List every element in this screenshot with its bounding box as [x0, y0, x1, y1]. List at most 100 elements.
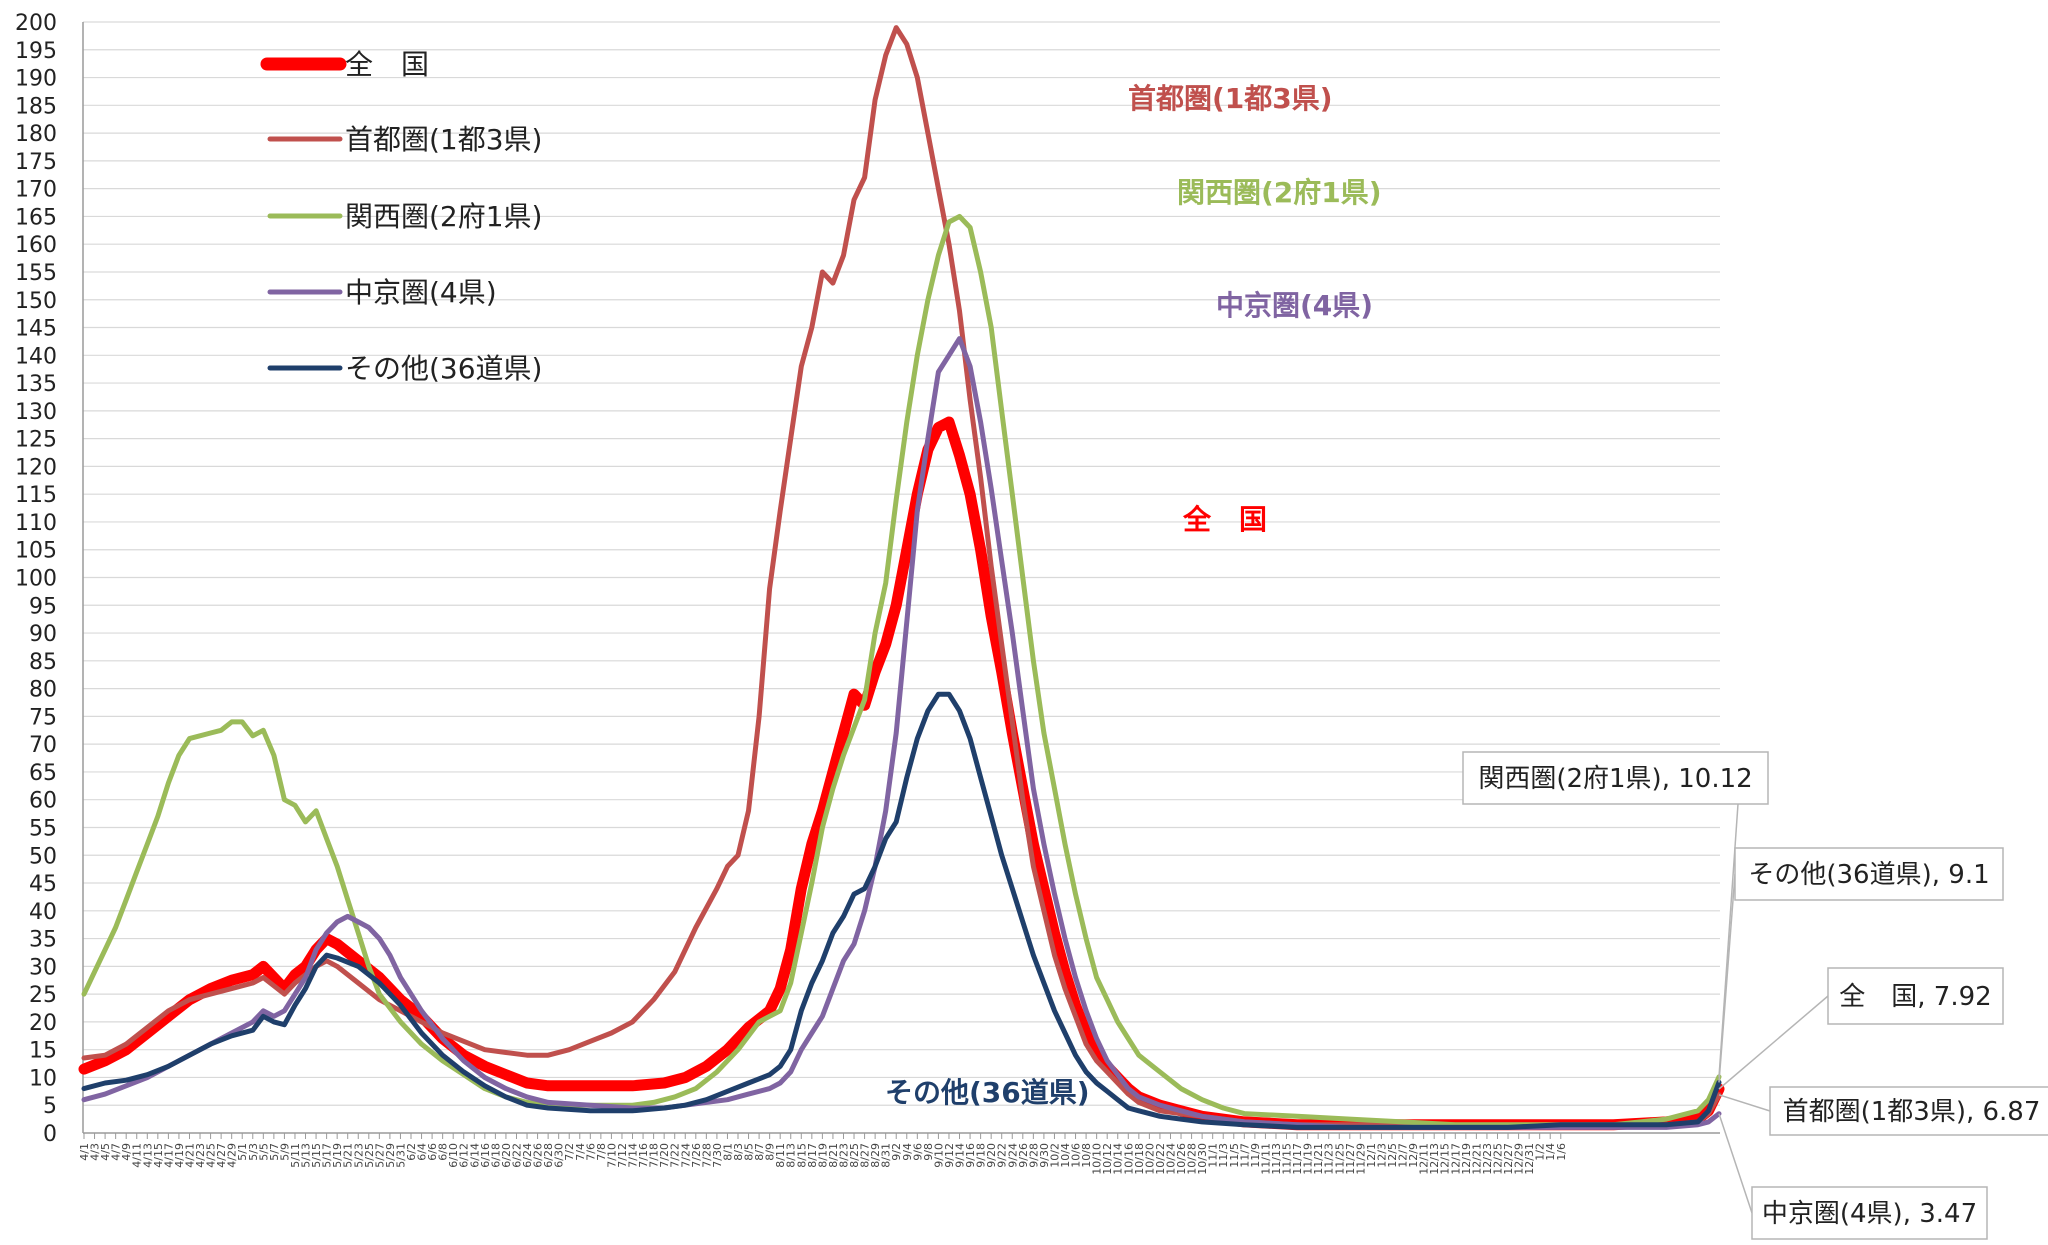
x-tick-label: 5/11 — [289, 1143, 302, 1168]
x-tick-label: 12/11 — [1418, 1143, 1431, 1175]
x-tick-label: 5/25 — [363, 1143, 376, 1168]
y-tick-label: 0 — [43, 1122, 57, 1147]
x-tick-label: 8/1 — [721, 1143, 734, 1161]
y-tick-label: 170 — [15, 178, 57, 203]
callout-label: 全 国, 7.92 — [1839, 982, 1991, 1012]
y-tick-label: 90 — [29, 622, 57, 647]
x-tick-label: 9/22 — [996, 1143, 1009, 1168]
x-tick-label: 10/18 — [1133, 1143, 1146, 1175]
x-tick-label: 9/30 — [1038, 1143, 1051, 1168]
x-tick-label: 10/10 — [1091, 1143, 1104, 1175]
y-tick-label: 105 — [15, 539, 57, 564]
callout-box — [1734, 847, 2004, 901]
y-tick-label: 175 — [15, 150, 57, 175]
callout-box — [1769, 1086, 2048, 1136]
x-tick-label: 9/28 — [1027, 1143, 1040, 1168]
annotation-kansai: 関西圏(2府1県) — [1177, 176, 1382, 209]
x-tick-label: 12/13 — [1428, 1143, 1441, 1175]
x-tick-label: 7/28 — [700, 1143, 713, 1168]
y-tick-label: 5 — [43, 1094, 57, 1119]
series-line-3 — [81, 336, 1722, 1130]
callout-layer: 関西圏(2府1県), 10.12 その他(36道県), 9.1 全 国, 7.92 首… — [1462, 751, 2048, 1240]
x-tick-label: 6/8 — [437, 1143, 450, 1161]
y-tick-label: 80 — [29, 678, 57, 703]
y-tick-label: 85 — [29, 650, 57, 675]
x-tick-label: 1/2 — [1534, 1143, 1547, 1161]
x-tick-label: 10/8 — [1080, 1143, 1093, 1168]
x-tick-label: 9/20 — [985, 1143, 998, 1168]
x-tick-label: 6/22 — [510, 1143, 523, 1168]
x-tick-label: 4/27 — [215, 1143, 228, 1168]
y-tick-label: 120 — [15, 455, 57, 480]
callout-label: その他(36道県), 9.1 — [1748, 860, 1989, 890]
x-tick-label: 6/26 — [532, 1143, 545, 1168]
x-tick-label: 5/7 — [268, 1143, 281, 1161]
y-tick-label: 100 — [15, 567, 57, 592]
x-tick-label: 10/6 — [1070, 1143, 1083, 1168]
y-tick-label: 10 — [29, 1066, 57, 1091]
y-tick-label: 15 — [29, 1039, 57, 1064]
x-tick-label: 4/15 — [152, 1143, 165, 1168]
x-tick-label: 10/2 — [1048, 1143, 1061, 1168]
series-line-2 — [81, 213, 1722, 1128]
x-tick-label: 11/5 — [1228, 1143, 1241, 1168]
x-tick-label: 4/23 — [194, 1143, 207, 1168]
x-tick-label: 11/13 — [1270, 1143, 1283, 1175]
x-tick-label: 10/24 — [1164, 1143, 1177, 1175]
x-tick-label: 9/24 — [1006, 1143, 1019, 1168]
x-tick-label: 9/12 — [943, 1143, 956, 1168]
x-tick-label: 6/4 — [416, 1143, 429, 1161]
x-tick-label: 8/11 — [774, 1143, 787, 1168]
series-annotations: 首都圏(1都3県) 関西圏(2府1県) 中京圏(4県) 全 国 その他(36道県… — [885, 82, 1382, 1109]
x-tick-label: 4/7 — [110, 1143, 123, 1161]
x-tick-label: 12/17 — [1449, 1143, 1462, 1175]
x-tick-label: 10/22 — [1154, 1143, 1167, 1175]
legend-item-chukyo: 中京圏(4県) — [267, 276, 497, 309]
x-tick-label: 11/27 — [1344, 1143, 1357, 1175]
x-tick-label: 10/30 — [1196, 1143, 1209, 1175]
x-tick-label: 7/14 — [627, 1143, 640, 1168]
y-tick-label: 140 — [15, 344, 57, 369]
y-tick-label: 190 — [15, 67, 57, 92]
callout-box — [1827, 967, 2004, 1025]
x-tick-label: 7/26 — [690, 1143, 703, 1168]
x-tick-label: 5/21 — [342, 1143, 355, 1168]
callout-leader — [1718, 873, 1736, 1083]
x-tick-label: 12/31 — [1523, 1143, 1536, 1175]
x-tick-label: 6/14 — [468, 1143, 481, 1168]
x-tick-label: 5/3 — [247, 1143, 260, 1161]
x-tick-label: 12/21 — [1470, 1143, 1483, 1175]
y-tick-label: 145 — [15, 317, 57, 342]
data-callout: その他(36道県), 9.1 — [1718, 847, 2004, 1083]
legend: 全 国 首都圏(1都3県) 関西圏(2府1県) 中京圏(4県) その他(36道県… — [260, 48, 542, 385]
x-tick-label: 9/14 — [954, 1143, 967, 1168]
y-tick-label: 95 — [29, 594, 57, 619]
x-tick-label: 8/19 — [816, 1143, 829, 1168]
legend-item-other: その他(36道県) — [267, 352, 542, 385]
x-tick-label: 8/25 — [848, 1143, 861, 1168]
x-tick-label: 8/17 — [806, 1143, 819, 1168]
y-tick-label: 150 — [15, 289, 57, 314]
legend-item-shutoken: 首都圏(1都3県) — [267, 123, 542, 156]
data-callout: 中京圏(4県), 3.47 — [1718, 1113, 1988, 1240]
callout-label: 関西圏(2府1県), 10.12 — [1478, 764, 1752, 794]
x-tick-label: 7/20 — [658, 1143, 671, 1168]
x-tick-label: 4/13 — [141, 1143, 154, 1168]
y-tick-label: 70 — [29, 733, 57, 758]
x-tick-label: 5/23 — [352, 1143, 365, 1168]
y-tick-label: 30 — [29, 955, 57, 980]
callout-label: 中京圏(4県), 3.47 — [1762, 1199, 1977, 1229]
x-tick-label: 7/6 — [584, 1143, 597, 1161]
x-tick-label: 5/19 — [331, 1143, 344, 1168]
x-tick-label: 4/3 — [89, 1143, 102, 1161]
x-tick-label: 4/9 — [120, 1143, 133, 1161]
callout-label: 首都圏(1都3県), 6.87 — [1783, 1097, 2041, 1127]
y-tick-label: 60 — [29, 789, 57, 814]
callout-leader — [1718, 1094, 1771, 1112]
x-tick-label: 11/19 — [1302, 1143, 1315, 1175]
x-tick-label: 12/15 — [1439, 1143, 1452, 1175]
x-tick-label: 6/28 — [542, 1143, 555, 1168]
x-tick-label: 9/16 — [964, 1143, 977, 1168]
x-tick-label: 9/2 — [890, 1143, 903, 1161]
x-tick-label: 12/1 — [1365, 1143, 1378, 1168]
